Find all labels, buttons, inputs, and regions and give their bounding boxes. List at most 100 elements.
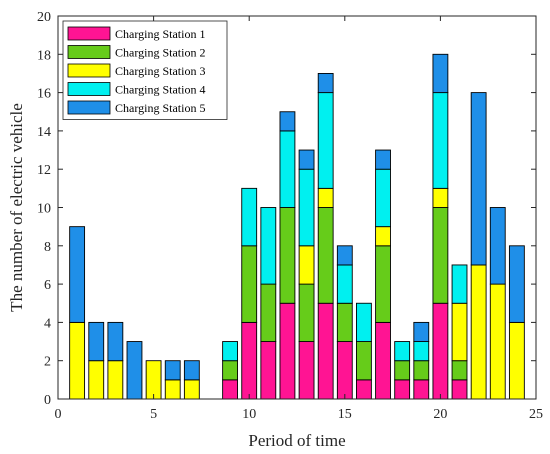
x-axis-label: Period of time xyxy=(248,431,345,450)
bar-segment-period-15-station-5 xyxy=(336,245,353,266)
bar-segment-period-1-station-3 xyxy=(69,321,86,400)
bar-segment-period-11-station-1 xyxy=(260,341,277,400)
bar-segment-period-13-station-2 xyxy=(298,283,315,343)
bar-segment-period-7-station-3 xyxy=(183,379,200,400)
bar-segment-period-15-station-1 xyxy=(336,341,353,400)
bar-segment-period-12-station-5 xyxy=(279,111,296,132)
y-tick-label: 4 xyxy=(44,316,51,331)
bar-segment-period-17-station-3 xyxy=(375,226,391,247)
bar-segment-period-18-station-1 xyxy=(394,379,411,400)
y-tick-label: 10 xyxy=(37,202,51,217)
legend-swatch-station-1 xyxy=(67,26,111,41)
bar-segment-period-19-station-5 xyxy=(413,321,430,342)
bar-segment-period-14-station-2 xyxy=(317,207,334,304)
bar-segment-period-9-station-4 xyxy=(222,341,238,362)
bar-segment-period-14-station-4 xyxy=(317,92,334,189)
bar-segment-period-24-station-3 xyxy=(508,321,525,400)
y-axis-label: The number of electric vehicle xyxy=(7,103,26,312)
bar-segment-period-12-station-2 xyxy=(279,207,296,304)
bar-segment-period-13-station-5 xyxy=(298,149,315,170)
bar-segment-period-24-station-5 xyxy=(508,245,525,323)
bar-segment-period-20-station-5 xyxy=(432,53,449,94)
bar-segment-period-19-station-1 xyxy=(413,379,430,400)
bar-segment-period-19-station-2 xyxy=(413,360,430,381)
y-tick-label: 14 xyxy=(37,125,51,140)
bar-segment-period-16-station-2 xyxy=(356,341,372,381)
bar-segment-period-20-station-4 xyxy=(432,92,449,189)
bar-segment-period-20-station-1 xyxy=(432,302,449,400)
y-tick-label: 12 xyxy=(37,163,51,178)
bar-segment-period-10-station-1 xyxy=(241,321,258,400)
bar-segment-period-3-station-5 xyxy=(107,321,124,362)
bar-segment-period-10-station-4 xyxy=(241,187,258,247)
legend-label-station-3: Charging Station 3 xyxy=(115,64,205,78)
legend-swatch-station-3 xyxy=(67,63,111,78)
bar-segment-period-15-station-2 xyxy=(336,302,353,342)
legend-swatch-station-4 xyxy=(67,82,111,96)
legend-label-station-4: Charging Station 4 xyxy=(115,83,205,97)
y-tick-label: 18 xyxy=(37,48,51,63)
bar-segment-period-22-station-3 xyxy=(470,264,487,400)
bar-segment-period-2-station-5 xyxy=(88,321,105,362)
x-tick-label: 20 xyxy=(433,407,447,422)
bar-segment-period-16-station-4 xyxy=(356,302,372,342)
bar-segment-period-21-station-1 xyxy=(451,379,468,400)
bar-segment-period-9-station-2 xyxy=(222,360,238,381)
bar-segment-period-14-station-1 xyxy=(317,302,334,400)
bar-segment-period-18-station-4 xyxy=(394,341,411,362)
y-tick-label: 2 xyxy=(44,355,51,370)
y-tick-label: 20 xyxy=(37,10,51,25)
bar-segment-period-17-station-2 xyxy=(375,245,391,323)
bar-segment-period-13-station-3 xyxy=(298,245,315,285)
bar-segment-period-19-station-4 xyxy=(413,341,430,362)
bar-segment-period-21-station-3 xyxy=(451,302,468,362)
bar-segment-period-3-station-3 xyxy=(107,360,124,400)
bars-group xyxy=(69,53,525,400)
bar-segment-period-2-station-3 xyxy=(88,360,105,400)
bar-segment-period-6-station-3 xyxy=(164,379,181,400)
bar-segment-period-12-station-1 xyxy=(279,302,296,400)
x-tick-label: 5 xyxy=(150,407,157,422)
y-tick-label: 8 xyxy=(44,240,51,255)
legend: Charging Station 1 Charging Station 2 Char… xyxy=(62,20,228,120)
bar-segment-period-11-station-4 xyxy=(260,207,277,285)
bar-segment-period-13-station-1 xyxy=(298,341,315,400)
y-axis-ticks: 0 2 4 6 8 10 12 14 16 18 20 xyxy=(37,10,536,408)
bar-segment-period-22-station-5 xyxy=(470,92,487,266)
bar-segment-period-1-station-5 xyxy=(69,226,86,323)
bar-segment-period-20-station-2 xyxy=(432,207,449,304)
bar-segment-period-11-station-2 xyxy=(260,283,277,343)
bar-segment-period-18-station-2 xyxy=(394,360,411,381)
x-tick-label: 25 xyxy=(529,407,543,422)
bar-segment-period-20-station-3 xyxy=(432,187,449,208)
bar-segment-period-14-station-3 xyxy=(317,187,334,208)
bar-segment-period-4-station-5 xyxy=(126,341,143,400)
legend-label-station-1: Charging Station 1 xyxy=(115,27,205,41)
bar-segment-period-12-station-4 xyxy=(279,130,296,208)
y-tick-label: 6 xyxy=(44,278,51,293)
legend-swatch-station-2 xyxy=(67,45,111,59)
bar-segment-period-17-station-4 xyxy=(375,168,391,228)
bar-segment-period-6-station-5 xyxy=(164,360,181,381)
legend-label-station-5: Charging Station 5 xyxy=(115,101,205,115)
legend-swatch-station-5 xyxy=(67,100,111,115)
bar-segment-period-7-station-5 xyxy=(183,360,200,381)
bar-segment-period-21-station-4 xyxy=(451,264,468,304)
legend-label-station-2: Charging Station 2 xyxy=(115,46,205,60)
x-tick-label: 0 xyxy=(55,407,62,422)
bar-segment-period-17-station-1 xyxy=(375,321,391,400)
bar-segment-period-15-station-4 xyxy=(336,264,353,304)
bar-segment-period-10-station-2 xyxy=(241,245,258,323)
bar-segment-period-5-station-3 xyxy=(145,360,162,400)
y-tick-label: 16 xyxy=(37,87,51,102)
bar-segment-period-9-station-1 xyxy=(222,379,238,400)
bar-segment-period-17-station-5 xyxy=(375,149,391,170)
bar-segment-period-16-station-1 xyxy=(356,379,372,400)
bar-segment-period-13-station-4 xyxy=(298,168,315,247)
x-tick-label: 10 xyxy=(242,407,256,422)
bar-segment-period-14-station-5 xyxy=(317,72,334,94)
bar-segment-period-23-station-3 xyxy=(489,283,506,400)
bar-segment-period-23-station-5 xyxy=(489,207,506,285)
x-tick-label: 15 xyxy=(338,407,352,422)
